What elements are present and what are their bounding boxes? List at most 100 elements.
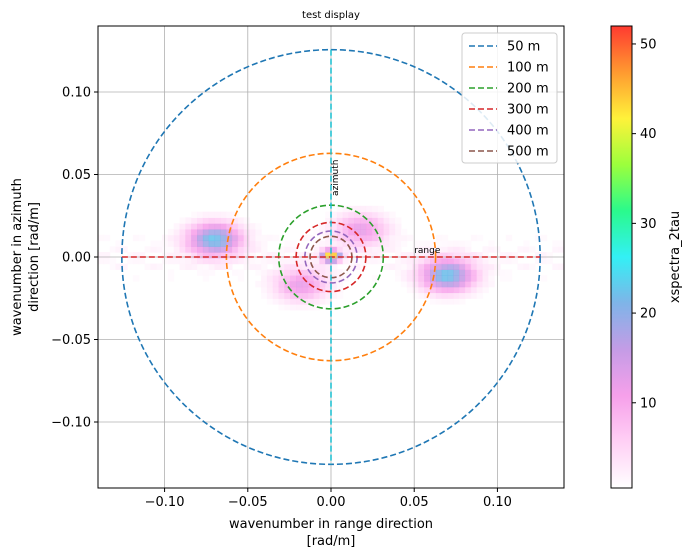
heatmap-cell [430,252,437,259]
heatmap-cell [400,257,408,265]
heatmap-cell [202,211,210,219]
heatmap-cell [552,263,559,270]
legend-box [461,32,558,164]
heatmap-cell [470,257,478,265]
heatmap-cell [453,298,460,305]
heatmap-cell [278,275,285,282]
heatmap-cell [354,228,361,236]
heatmap-cell [272,280,280,288]
heatmap-cell [138,234,146,242]
heatmap-cell [482,246,489,253]
heatmap-cell [179,263,186,270]
heatmap-cell [342,228,350,236]
heatmap-cell [459,292,466,299]
heatmap-cell [313,286,320,294]
heatmap-cell [395,252,402,259]
heatmap-cell [290,298,297,305]
heatmap-cell [534,234,542,242]
heatmap-cell [179,223,186,230]
heatmap-cell [354,223,361,230]
heatmap-cell [179,234,186,242]
heatmap-cell [278,292,285,299]
heatmap-cell [290,240,297,247]
heatmap-cell [464,280,472,288]
heatmap-cell [342,211,350,219]
heatmap-cell [208,211,216,219]
heatmap-cell [307,304,315,311]
heatmap-cell [261,263,268,270]
heatmap-cell [249,228,256,236]
heatmap-cell [249,263,256,270]
heatmap-cell [197,211,204,219]
heatmap-cell [441,269,449,276]
heatmap-cell [365,223,373,230]
heatmap-cell [319,269,326,276]
heatmap-cell [272,263,280,270]
heatmap-cell [167,228,175,236]
legend: 50 m 100 m 200 m 300 m 400 m 500 m [461,32,558,164]
heatmap-cell [231,223,239,230]
heatmap-cell [395,240,402,247]
heatmap-cell [348,263,355,270]
heatmap-cell [127,257,134,265]
heatmap-cell [290,286,297,294]
y-axis-ticks: 0.10 0.05 0.00 −0.05 −0.10 [51,86,98,431]
heatmap-cell [109,246,117,253]
heatmap-cell [331,211,338,219]
heatmap-cell [534,252,542,259]
heatmap-cell [278,298,285,305]
heatmap-cell [418,246,425,253]
heatmap-cell [453,263,460,270]
heatmap-cell [325,292,332,299]
heatmap-cell [266,275,274,282]
heatmap-cell [482,280,489,288]
heatmap-cell [470,280,478,288]
heatmap-cell [325,298,332,305]
heatmap-cell [319,263,326,270]
heatmap-cell [412,280,419,288]
heatmap-cell [162,246,169,253]
heatmap-cell [336,252,344,259]
heatmap-cell [313,240,320,247]
heatmap-cell [400,234,408,242]
heatmap-cell [290,246,297,253]
heatmap-cell [226,234,233,242]
heatmap-cell [336,292,344,299]
heatmap-cell [348,217,355,224]
heatmap-cell [325,280,332,288]
legend-label: 500 m [507,145,549,160]
heatmap-cell [202,217,210,224]
heatmap-cell [214,234,221,242]
heatmap-cell [220,240,227,247]
heatmap-cell [325,286,332,294]
heatmap-cell [301,269,309,276]
heatmap-cell [249,246,256,253]
heatmap-cell [226,211,233,219]
heatmap-cell [459,298,466,305]
heatmap-cell [98,252,105,259]
heatmap-cell [284,246,291,253]
heatmap-cell [237,269,245,276]
heatmap-cell [511,252,518,259]
heatmap-cell [435,286,443,294]
colorbar-tick-label: 50 [640,37,657,52]
heatmap-cell [430,286,437,294]
heatmap-cell [214,228,221,236]
heatmap-cell [447,240,454,247]
heatmap-cell [226,252,233,259]
heatmap-cell [237,240,245,247]
heatmap-cell [208,257,216,265]
heatmap-cell [290,269,297,276]
heatmap-cell [138,257,146,265]
heatmap-cell [389,228,396,236]
heatmap-cell [406,263,414,270]
heatmap-cell [383,228,390,236]
heatmap-cell [389,211,396,219]
heatmap-cell [441,246,449,253]
heatmap-cell [197,257,204,265]
heatmap-cell [331,280,338,288]
heatmap-cell [266,280,274,288]
heatmap-cell [214,240,221,247]
heatmap-cell [505,257,513,265]
heatmap-cell [499,269,507,276]
